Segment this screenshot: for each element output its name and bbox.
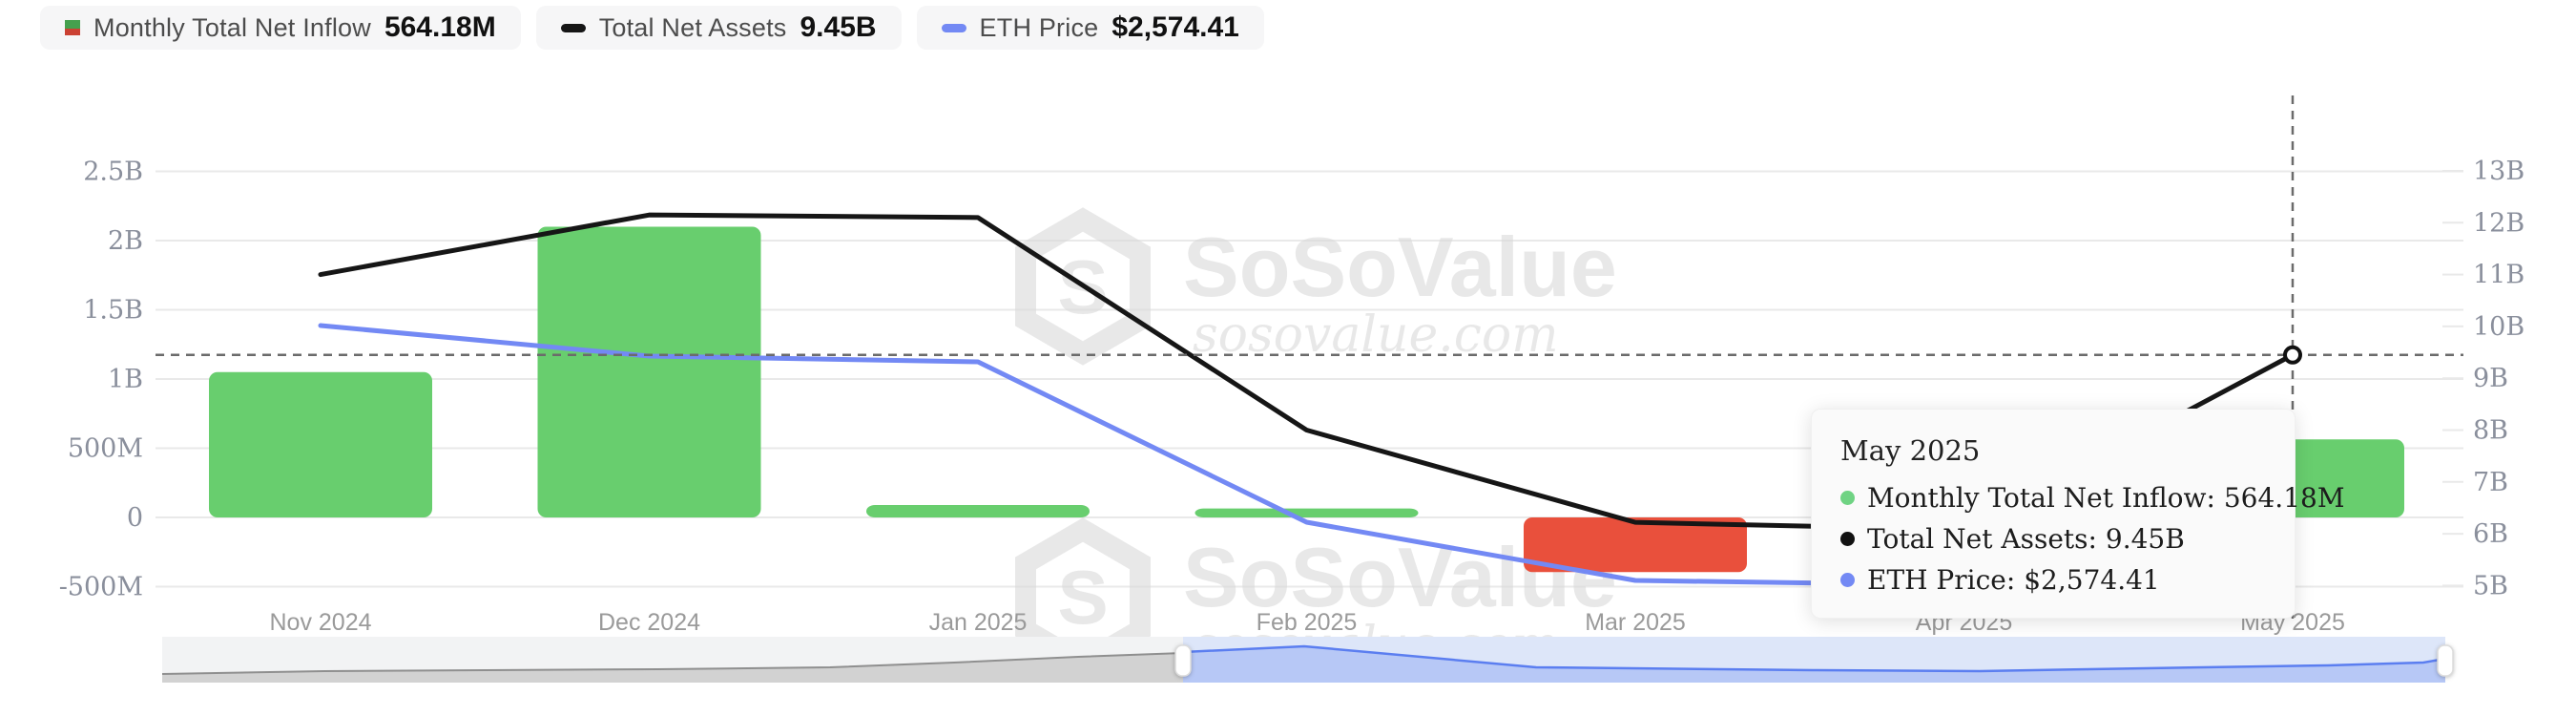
right-axis-tick-label: 7B [2473, 468, 2508, 497]
inflow-bar-jan-2025[interactable] [866, 504, 1090, 517]
legend-item-total-net-assets[interactable]: Total Net Assets 9.45B [535, 6, 902, 50]
left-axis-tick-label: -500M [59, 573, 143, 602]
watermark-part: S [1057, 555, 1108, 640]
x-axis-month-label: Nov 2024 [269, 609, 371, 636]
legend-item-monthly-net-inflow[interactable]: Monthly Total Net Inflow 564.18M [40, 6, 521, 50]
navigator-eth-mini-line [1182, 644, 2446, 673]
tooltip-row-eth-price: ETH Price: $2,574.41 [1840, 564, 2266, 596]
legend-value: $2,574.41 [1111, 11, 1239, 43]
legend-value: 564.18M [384, 11, 496, 43]
right-axis-tick-label: 5B [2473, 571, 2508, 600]
left-axis-tick-label: 0 [127, 503, 143, 533]
navigator-gray-area [162, 653, 1183, 683]
tooltip-row-assets: Total Net Assets: 9.45B [1840, 523, 2266, 555]
blue-dot-icon [1840, 573, 1855, 587]
hover-point-marker [2283, 345, 2302, 365]
assets-line-icon [560, 23, 586, 32]
watermark-part [1015, 517, 1151, 676]
navigator-blue-area [1183, 646, 2445, 683]
right-axis-tick-label: 10B [2473, 312, 2524, 342]
x-axis-month-label: Dec 2024 [598, 609, 700, 636]
x-axis-month-label: Feb 2025 [1257, 609, 1358, 636]
black-dot-icon [1840, 532, 1855, 546]
right-axis-tick-label: 12B [2473, 208, 2524, 238]
tooltip-row-inflow: Monthly Total Net Inflow: 564.18M [1840, 482, 2345, 514]
inflow-bar-dec-2024[interactable] [537, 226, 761, 518]
left-axis-tick-label: 2.5B [83, 158, 143, 187]
legend-label: ETH Price [979, 12, 1099, 42]
hover-tooltip: May 2025 Monthly Total Net Inflow: 564.1… [1811, 409, 2345, 619]
eth-line-icon [941, 23, 966, 32]
inflow-icon-green-half [65, 20, 80, 29]
inflow-bar-nov-2024[interactable] [209, 371, 432, 517]
legend-label: Monthly Total Net Inflow [93, 12, 371, 42]
green-dot-icon [1840, 491, 1855, 505]
tooltip-date: May 2025 [1840, 434, 1981, 467]
navigator-right-handle[interactable] [2437, 644, 2454, 677]
chart-legend: Monthly Total Net Inflow 564.18M Total N… [40, 6, 1264, 50]
navigator-left-handle[interactable] [1174, 644, 1192, 677]
legend-value: 9.45B [800, 11, 877, 43]
left-axis-tick-label: 1B [108, 365, 143, 394]
watermark-part: sosovalue.com [1193, 306, 1559, 364]
right-axis-tick-label: 8B [2473, 416, 2508, 446]
right-axis-tick-label: 11B [2473, 261, 2524, 290]
x-axis-month-label: Mar 2025 [1585, 609, 1686, 636]
inflow-bar-mar-2025[interactable] [1524, 517, 1747, 573]
right-axis-tick-label: 9B [2473, 364, 2508, 393]
legend-label: Total Net Assets [598, 12, 787, 42]
watermark-part: SoSoValue [1183, 220, 1617, 314]
inflow-bar-icon [65, 20, 80, 35]
legend-item-eth-price[interactable]: ETH Price $2,574.41 [916, 6, 1264, 50]
left-axis-tick-label: 500M [68, 434, 143, 464]
right-axis-tick-label: 6B [2473, 519, 2508, 549]
inflow-icon-red-half [65, 29, 80, 35]
left-axis-tick-label: 1.5B [83, 296, 143, 326]
left-axis-tick-label: 2B [108, 226, 143, 256]
x-axis-month-label: Jan 2025 [929, 609, 1028, 636]
inflow-bar-feb-2025[interactable] [1195, 508, 1419, 517]
right-axis-tick-label: 13B [2473, 157, 2524, 186]
navigator-gray-line [161, 652, 1184, 675]
